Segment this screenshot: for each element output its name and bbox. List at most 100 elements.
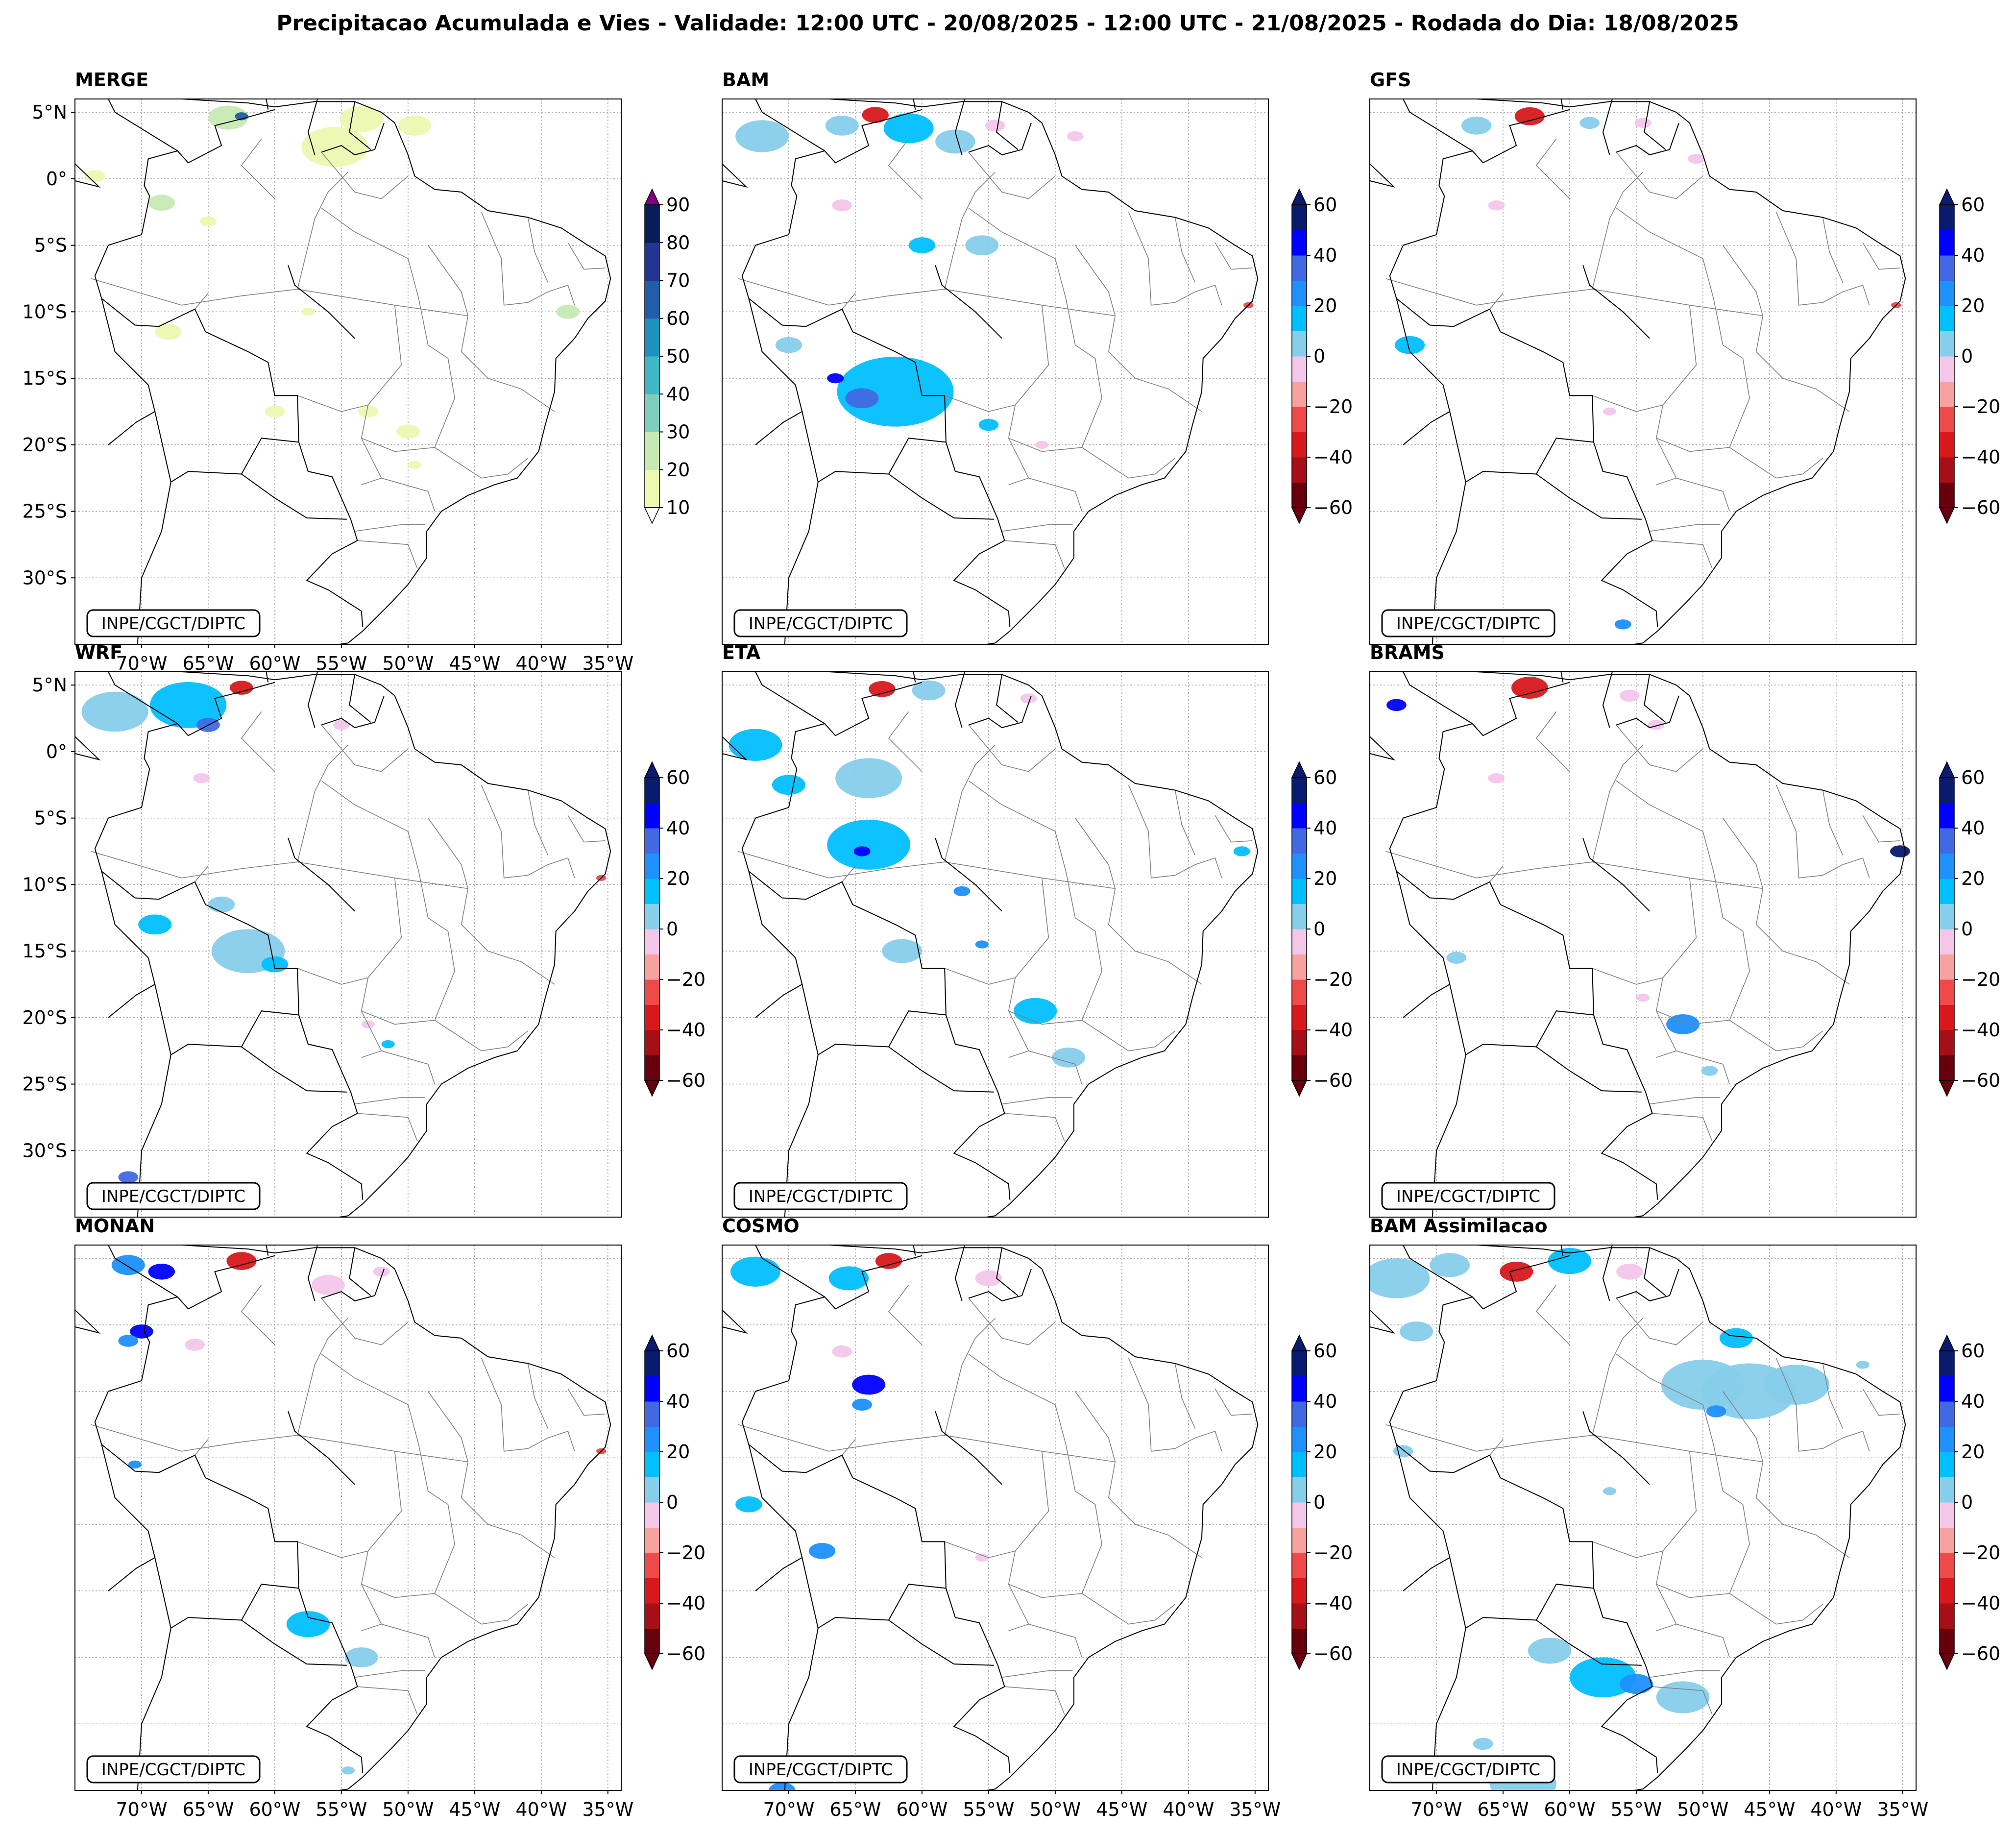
colorbar-band <box>1292 1603 1307 1629</box>
lon-tick-label: 35°W <box>1229 1799 1281 1820</box>
precip-contour <box>128 1460 142 1469</box>
state-border <box>1592 395 1663 412</box>
state-border <box>1729 1020 1823 1051</box>
coastline <box>824 1245 1259 1790</box>
precip-contour <box>1614 619 1631 630</box>
colorbar-band <box>645 879 659 904</box>
country-border <box>1449 411 1594 483</box>
state-border <box>1822 1363 1844 1429</box>
state-border <box>321 725 409 772</box>
colorbar-tick-label: 0 <box>1313 345 1325 367</box>
country-border <box>1644 674 1666 723</box>
country-border <box>754 99 825 151</box>
colorbar-tick-label: −40 <box>1313 1019 1353 1041</box>
colorbar-tick-label: 60 <box>1961 767 1985 788</box>
boundaries <box>722 99 1259 644</box>
state-border <box>1862 242 1900 270</box>
colorbar-band <box>1940 1603 1954 1629</box>
colorbar-tick-label: 80 <box>666 232 690 253</box>
colorbar-band <box>1292 1376 1307 1402</box>
colorbar-tick-label: −40 <box>666 1019 705 1041</box>
state-border <box>434 358 455 448</box>
country-border <box>107 672 178 724</box>
lon-tick-label: 70°W <box>763 1799 815 1820</box>
country-border <box>913 99 916 110</box>
state-border <box>1081 1020 1176 1051</box>
state-border <box>1489 1439 1504 1456</box>
state-border <box>1655 1451 1730 1598</box>
credit-text: INPE/CGCT/DIPTC <box>101 614 245 634</box>
state-border <box>1775 212 1870 306</box>
state-border <box>1489 293 1504 310</box>
colorbar-tick-label: 40 <box>1961 1391 1985 1412</box>
precip-contour <box>344 1647 378 1667</box>
country-border <box>1370 736 1396 761</box>
axes-frame <box>74 671 622 1218</box>
country-border <box>1644 1247 1666 1296</box>
country-border <box>722 1309 748 1334</box>
colorbar-tick-label: 20 <box>1313 868 1337 889</box>
colorbar: 60 40 20 0 −20 −40 −60 <box>1291 188 1353 524</box>
country-border <box>266 99 269 110</box>
state-border <box>481 784 575 879</box>
state-border <box>1592 744 1644 862</box>
state-border <box>354 1670 426 1678</box>
colorbar-band <box>645 1004 659 1030</box>
country-border <box>1560 1245 1564 1256</box>
colorbar-band <box>1292 457 1307 483</box>
colorbar-band <box>1940 432 1954 458</box>
colorbar-band <box>1940 853 1954 879</box>
lon-tick-label: 70°W <box>116 1799 168 1820</box>
colorbar: 60 40 20 0 −20 −40 −60 <box>1939 761 2000 1097</box>
precip-contour <box>735 1496 762 1513</box>
precip-contour <box>1603 407 1617 416</box>
lat-tick-label: 5°N <box>32 101 67 123</box>
colorbar-tick-label: 40 <box>1313 245 1337 266</box>
colorbar-tick-label: 20 <box>1961 295 1985 317</box>
country-border <box>349 1247 371 1296</box>
colorbar-tick-label: 70 <box>666 270 690 292</box>
map-area <box>75 1245 621 1790</box>
state-border <box>1676 477 1730 512</box>
precip-contour <box>975 940 989 949</box>
colorbar-band <box>645 432 659 470</box>
country-border <box>241 473 347 520</box>
country-border <box>101 871 156 1018</box>
colorbar-tick-label: 60 <box>666 767 690 788</box>
precip-contour <box>185 1339 205 1351</box>
state-border <box>434 447 529 479</box>
boundaries <box>1370 1245 1906 1790</box>
colorbar-tick-label: −60 <box>1961 497 2000 518</box>
state-border <box>1075 245 1202 412</box>
country-border <box>1449 984 1594 1056</box>
country-border <box>266 1245 269 1256</box>
country-border <box>1582 265 1650 339</box>
precip-contour <box>912 680 946 701</box>
colorbar-tick-label: 20 <box>666 868 690 889</box>
precip-field <box>85 105 580 469</box>
country-border <box>307 1245 318 1301</box>
state-border <box>1729 931 1750 1021</box>
country-border <box>754 1245 825 1297</box>
precip-contour <box>149 682 227 728</box>
colorbar-tick-label: 40 <box>1313 817 1337 839</box>
colorbar-band <box>1292 828 1307 854</box>
lon-tick-label: 55°W <box>963 1799 1014 1820</box>
precip-contour <box>808 1543 836 1559</box>
colorbar-band <box>1940 1426 1954 1452</box>
state-border <box>361 1451 435 1598</box>
colorbar-tick-label: −20 <box>1313 396 1353 417</box>
country-border <box>75 736 101 761</box>
precip-contour <box>1386 699 1407 711</box>
precip-contour <box>408 461 422 469</box>
lon-tick-label: 60°W <box>1544 1799 1595 1820</box>
state-border <box>738 1424 1116 1463</box>
state-border <box>1592 1318 1644 1436</box>
state-border <box>1028 1623 1083 1658</box>
state-border <box>297 968 368 985</box>
colorbar-band <box>1940 407 1954 432</box>
country-border <box>996 674 1019 723</box>
precip-contour <box>827 819 911 870</box>
state-border <box>968 780 1095 932</box>
